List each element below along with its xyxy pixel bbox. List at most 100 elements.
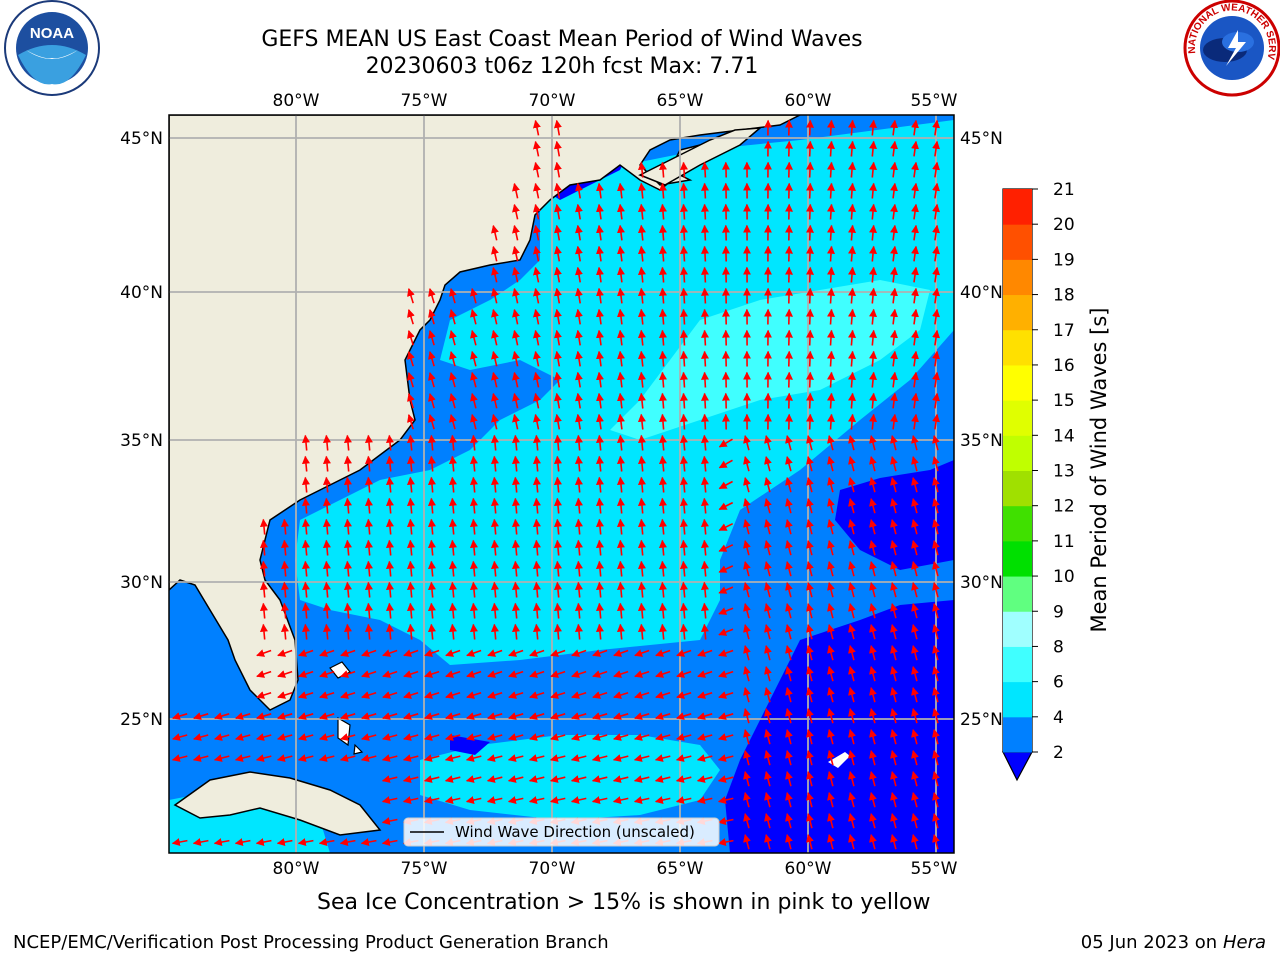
wind-wave-arrow [637,602,646,619]
colorbar-segment [1003,189,1032,225]
wind-wave-arrow [932,350,940,367]
colorbar-segment [1003,576,1032,612]
wind-wave-arrow [890,266,899,283]
wind-wave-arrow [616,455,625,472]
wind-wave-arrow [533,224,541,241]
wind-wave-arrow [319,712,335,720]
wind-wave-arrow [613,712,629,720]
wind-wave-arrow [932,519,940,535]
wind-wave-arrow [890,245,899,262]
sea-ice-caption: Sea Ice Concentration > 15% is shown in … [317,890,931,915]
wind-wave-arrow [785,519,793,535]
wind-wave-arrow [403,691,419,699]
wind-wave-arrow [764,708,772,724]
wind-wave-arrow [553,455,562,472]
colorbar-segment [1003,224,1032,260]
wind-wave-arrow [487,691,503,699]
footer-date-text: 05 Jun 2023 on [1080,932,1218,953]
wind-wave-arrow [785,624,793,640]
wind-wave-arrow [658,161,667,178]
wind-wave-arrow [658,434,667,451]
wind-wave-arrow [700,518,709,535]
wind-wave-arrow [785,603,793,619]
wind-wave-arrow [785,561,793,577]
wind-wave-arrow [869,224,878,241]
wind-wave-arrow [679,476,688,493]
wind-wave-arrow [806,224,815,241]
wind-wave-arrow [717,817,734,825]
wind-wave-arrow [466,712,482,720]
wind-wave-arrow [869,119,878,136]
lon-tick-top: 70°W [529,91,576,111]
wind-wave-arrow [616,203,625,220]
wind-wave-arrow [402,796,419,804]
wind-wave-arrow [340,712,356,720]
wind-wave-arrow [637,371,646,388]
wind-wave-arrow [427,434,436,451]
wind-wave-arrow [448,434,457,451]
wind-wave-arrow [655,712,671,720]
wind-wave-arrow [932,624,940,640]
wind-wave-arrow [700,392,709,409]
wind-wave-arrow [469,602,478,619]
wind-wave-arrow [512,287,520,304]
colorbar-tick-label: 11 [1053,532,1075,552]
wind-wave-arrow [428,393,436,409]
wind-wave-arrow [700,308,709,325]
wind-wave-arrow [637,329,646,346]
wind-wave-arrow [553,623,562,640]
wind-wave-arrow [911,287,919,304]
nws-logo-text: NATIONAL WEATHER SERVICE [0,0,1277,61]
wind-wave-arrow [827,519,835,535]
wind-wave-arrow [675,796,692,804]
footer-machine: Hera [1222,932,1266,953]
wind-wave-arrow [911,582,919,598]
wind-wave-arrow [469,497,478,514]
wind-wave-arrow [932,266,940,283]
wind-wave-arrow [869,519,877,535]
wind-wave-arrow [679,203,688,220]
wind-wave-arrow [616,245,625,262]
wind-wave-arrow [764,687,772,703]
wind-wave-arrow [490,539,499,556]
wind-wave-arrow [571,649,587,657]
wind-wave-arrow [718,438,733,448]
wind-wave-arrow [470,413,478,430]
wind-wave-arrow [276,838,293,846]
wind-wave-arrow [848,603,856,619]
wind-wave-arrow [869,540,877,556]
wind-wave-arrow [553,602,562,619]
wind-wave-arrow [234,838,251,846]
wind-wave-arrow [343,539,352,556]
wind-wave-arrow [490,455,499,472]
wind-wave-arrow [319,670,335,678]
wind-wave-arrow [428,330,436,346]
wind-wave-arrow [806,729,814,745]
wind-wave-arrow [512,266,520,283]
wind-wave-arrow [360,838,377,846]
wind-wave-arrow [869,329,878,346]
wind-wave-arrow [679,266,688,283]
wind-wave-arrow [554,392,562,409]
wind-wave-arrow [259,602,268,619]
wind-wave-arrow [827,561,835,577]
wind-wave-arrow [806,182,815,199]
wind-wave-arrow [654,775,671,783]
wind-wave-arrow [679,245,688,262]
wind-wave-arrow [529,649,545,657]
wind-wave-arrow [848,435,856,451]
wind-wave-arrow [301,434,310,451]
wind-wave-arrow [658,350,667,367]
wind-wave-arrow [382,712,398,720]
wind-wave-arrow [554,224,562,241]
wind-wave-arrow [743,729,751,745]
wind-wave-arrow [743,708,751,724]
wind-wave-arrow [612,796,629,804]
wind-wave-arrow [616,581,625,598]
wind-wave-arrow [407,288,415,304]
wind-wave-arrow [575,287,583,304]
wind-wave-arrow [827,161,836,178]
wind-wave-arrow [806,435,814,451]
wind-wave-arrow [596,308,604,325]
wind-wave-arrow [508,691,524,699]
